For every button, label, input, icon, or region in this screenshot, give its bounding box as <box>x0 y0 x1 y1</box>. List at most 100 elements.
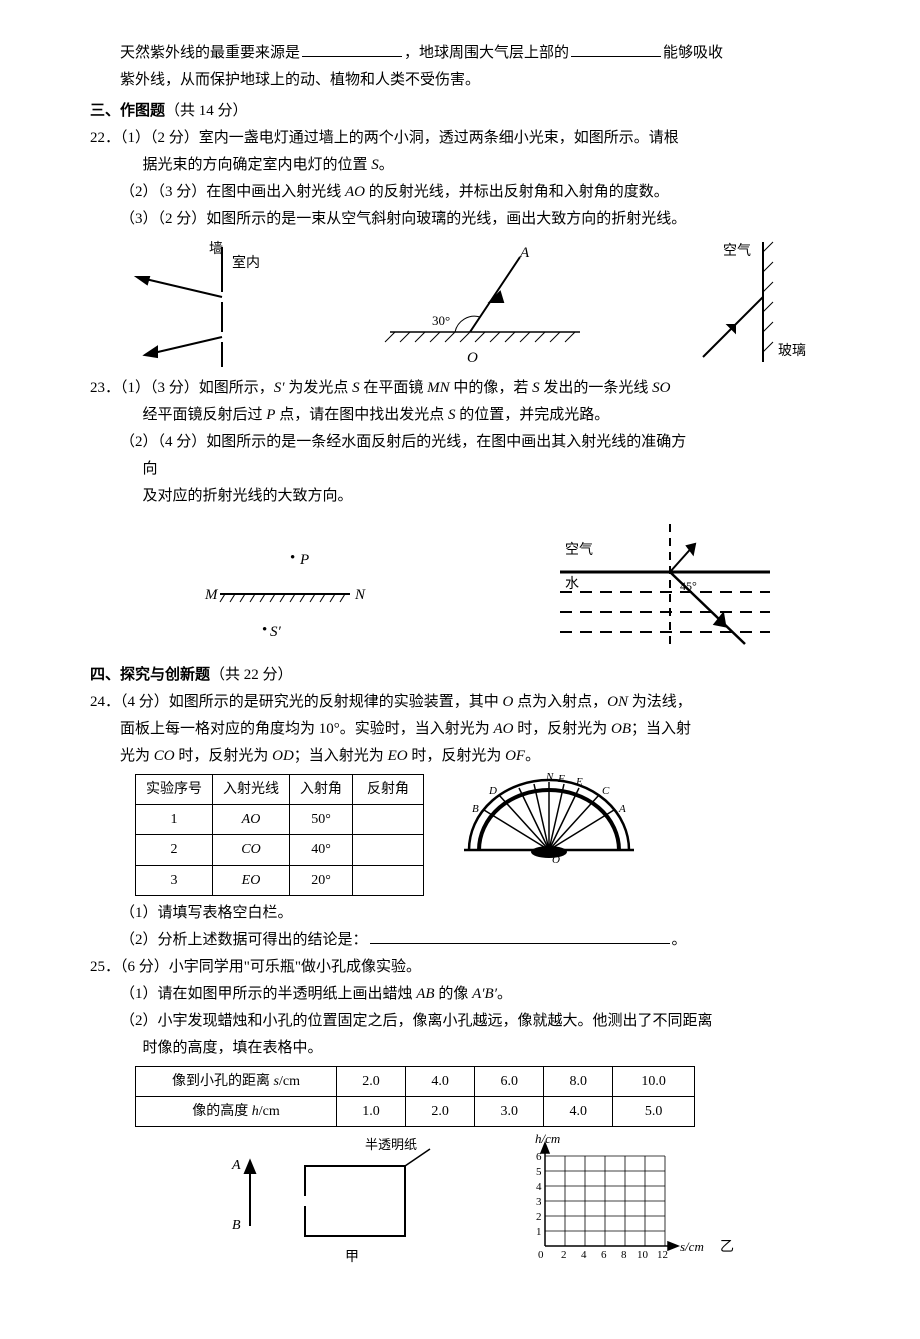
section-3-points: （共 14 分） <box>165 103 248 119</box>
q23-p1b: 经平面镜反射后过 P 点，请在图中找出发光点 S 的位置，并完成光路。 <box>143 407 610 423</box>
td: 1.0 <box>337 1096 406 1126</box>
N-label: N <box>354 587 366 603</box>
svg-text:6: 6 <box>536 1151 542 1163</box>
td: AO <box>213 805 290 835</box>
td: 3 <box>136 865 213 895</box>
glass-label: 玻璃 <box>778 342 806 359</box>
svg-text:8: 8 <box>621 1249 627 1261</box>
td: 2 <box>136 835 213 865</box>
svg-text:B: B <box>472 803 479 815</box>
q25-p2a: （2）小宇发现蜡烛和小孔的位置固定之后，像离小孔越远，像就越大。他测出了不同距离 <box>90 1008 860 1035</box>
q22-p1b: 据光束的方向确定室内电灯的位置 <box>143 157 372 173</box>
water-label: 水 <box>565 576 579 592</box>
svg-text:D: D <box>488 785 497 797</box>
section-4-header: 四、探究与创新题（共 22 分） <box>90 662 860 689</box>
td: EO <box>213 865 290 895</box>
td: 8.0 <box>544 1066 613 1096</box>
q24-line2: 面板上每一格对应的角度均为 10°。实验时，当入射光为 AO 时，反射光为 OB… <box>120 721 691 737</box>
q22-p1a: （1）（2 分）室内一盏电灯通过墙上的两个小洞，透过两条细小光束，如图所示。请根 <box>120 130 679 146</box>
q22-num: 22． <box>90 130 120 146</box>
row-label: 像的高度 h/cm <box>136 1096 337 1126</box>
Sp-dot: • <box>262 622 267 638</box>
q24-line3: 光为 CO 时，反射光为 OD；当入射光为 EO 时，反射光为 OF。 <box>120 748 540 764</box>
svg-text:10: 10 <box>637 1249 649 1261</box>
caption-jia: 甲 <box>345 1250 359 1265</box>
td: 5.0 <box>613 1096 695 1126</box>
svg-text:0: 0 <box>538 1249 544 1261</box>
text: 天然紫外线的最重要来源是 <box>120 45 300 61</box>
q24-line1: （4 分）如图所示的是研究光的反射规律的实验装置，其中 O 点为入射点，ON 为… <box>120 694 692 710</box>
caption-yi: 乙 <box>720 1239 734 1255</box>
svg-text:N: N <box>545 771 554 783</box>
td: 20° <box>290 865 353 895</box>
text: 紫外线，从而保护地球上的动、植物和人类不受伤害。 <box>90 67 860 94</box>
q22-figures: 墙 室内 A 30° O <box>90 237 860 367</box>
M-label: M <box>204 587 219 603</box>
question-25: 25．（6 分）小宇同学用"可乐瓶"做小孔成像实验。 （1）请在如图甲所示的半透… <box>90 954 860 1271</box>
td: 1 <box>136 805 213 835</box>
td: 3.0 <box>475 1096 544 1126</box>
blank-conclusion[interactable] <box>370 928 670 944</box>
td: CO <box>213 835 290 865</box>
q22-p3: （3）（2 分）如图所示的是一束从空气斜射向玻璃的光线，画出大致方向的折射光线。 <box>90 206 860 233</box>
svg-text:4: 4 <box>581 1249 587 1261</box>
q23-figures: • P M N • S′ <box>90 514 860 654</box>
section-3-header: 三、作图题（共 14 分） <box>90 98 860 125</box>
q23-p1a: （1）（3 分）如图所示，S′ 为发光点 S 在平面镜 MN 中的像，若 S 发… <box>120 380 670 396</box>
section-3-title: 三、作图题 <box>90 103 165 119</box>
td-blank[interactable] <box>353 805 424 835</box>
xlabel: s/cm <box>680 1239 704 1254</box>
q23-num: 23． <box>90 380 120 396</box>
svg-text:1: 1 <box>536 1226 542 1238</box>
q25-num: 25． <box>90 959 120 975</box>
td-blank[interactable] <box>353 865 424 895</box>
question-23: 23．（1）（3 分）如图所示，S′ 为发光点 S 在平面镜 MN 中的像，若 … <box>90 375 860 654</box>
q25-figures: A B 半透明纸 甲 h/cm <box>90 1131 860 1271</box>
table-row: 像到小孔的距离 s/cm 2.0 4.0 6.0 8.0 10.0 <box>136 1066 695 1096</box>
td: 40° <box>290 835 353 865</box>
air-label-2: 空气 <box>565 542 593 558</box>
table-row: 像的高度 h/cm 1.0 2.0 3.0 4.0 5.0 <box>136 1096 695 1126</box>
svg-text:C: C <box>602 785 610 797</box>
q24-protractor: N F E C A D B O <box>454 770 644 870</box>
q25-p2b: 时像的高度，填在表格中。 <box>90 1035 860 1062</box>
q24-sub1: （1）请填写表格空白栏。 <box>90 900 860 927</box>
q23-fig1: • P M N • S′ <box>170 534 390 654</box>
q24-sub2a: （2）分析上述数据可得出的结论是： <box>120 932 368 948</box>
th: 实验序号 <box>136 775 213 805</box>
blank-uv-source[interactable] <box>302 41 402 57</box>
wall-label: 墙 <box>209 241 223 257</box>
A-label: A <box>231 1158 241 1173</box>
q24-table: 实验序号 入射光线 入射角 反射角 1 AO 50° 2 CO 40° 3 EO… <box>135 774 424 896</box>
q25-table: 像到小孔的距离 s/cm 2.0 4.0 6.0 8.0 10.0 像的高度 h… <box>135 1066 695 1127</box>
text: 能够吸收 <box>663 45 723 61</box>
svg-text:4: 4 <box>536 1181 542 1193</box>
O-label: O <box>467 350 478 366</box>
ylabel: h/cm <box>535 1131 560 1146</box>
question-24: 24．（4 分）如图所示的是研究光的反射规律的实验装置，其中 O 点为入射点，O… <box>90 689 860 954</box>
svg-text:2: 2 <box>561 1249 567 1261</box>
Sp-label: S′ <box>270 624 282 640</box>
air-label: 空气 <box>723 243 751 259</box>
q22-S: S <box>371 157 379 173</box>
section-4-title: 四、探究与创新题 <box>90 667 210 683</box>
B-label: B <box>232 1218 241 1233</box>
td: 2.0 <box>337 1066 406 1096</box>
q22-fig3: 空气 玻璃 <box>673 237 823 367</box>
td-blank[interactable] <box>353 835 424 865</box>
td: 6.0 <box>475 1066 544 1096</box>
table-header-row: 实验序号 入射光线 入射角 反射角 <box>136 775 424 805</box>
paper-label: 半透明纸 <box>365 1137 417 1152</box>
q22-fig1: 墙 室内 <box>127 237 297 367</box>
td: 2.0 <box>406 1096 475 1126</box>
svg-text:5: 5 <box>536 1166 542 1178</box>
q23-p2b: 向 <box>90 456 860 483</box>
question-22: 22．（1）（2 分）室内一盏电灯通过墙上的两个小洞，透过两条细小光束，如图所示… <box>90 125 860 367</box>
q22-fig2: A 30° O <box>370 237 600 367</box>
blank-atmosphere[interactable] <box>571 41 661 57</box>
svg-text:E: E <box>575 776 583 788</box>
section-4-points: （共 22 分） <box>210 667 293 683</box>
q25-fig2: h/cm 123456 0 24681012 s/cm 乙 <box>510 1131 740 1271</box>
table-row: 2 CO 40° <box>136 835 424 865</box>
q25-p1: （1）请在如图甲所示的半透明纸上画出蜡烛 AB 的像 A′B′。 <box>120 986 512 1002</box>
